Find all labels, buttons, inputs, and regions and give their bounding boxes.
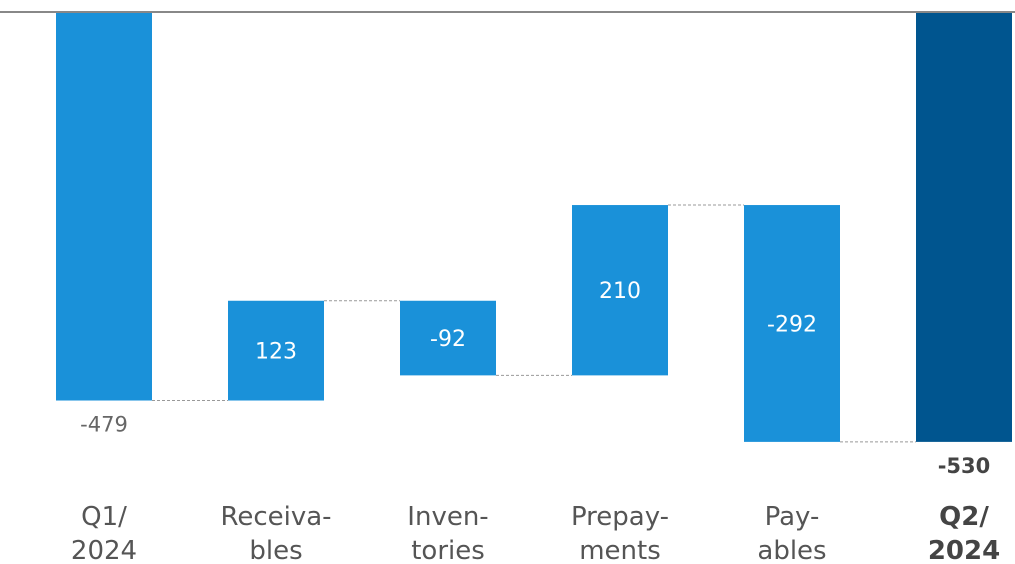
value-label: -479 [80,413,128,437]
x-tick-label-line: ments [579,536,661,564]
x-tick-label-line: tories [411,536,485,564]
bar [56,12,152,401]
x-tick-label-line: Pay- [765,502,820,532]
x-tick-label: Pay-ables [757,502,826,564]
bar [572,205,668,376]
x-tick-label-line: Q2/ [939,502,989,532]
x-tick-label-line: Inven- [407,502,488,532]
x-tick-label-line: Prepay- [571,502,669,532]
value-label: 123 [255,340,297,365]
bar [916,12,1012,442]
value-label: -292 [767,312,817,337]
x-tick-label-line: bles [249,536,302,564]
value-label: -530 [938,454,991,478]
bar [400,300,496,376]
bar [228,300,324,401]
value-label: -92 [430,327,466,352]
x-tick-label: Q2/2024 [928,502,1000,564]
x-tick-label: Receiva-bles [220,502,331,564]
x-tick-label-line: 2024 [71,536,137,564]
x-tick-label-line: Q1/ [81,502,127,532]
x-tick-label: Inven-tories [407,502,488,564]
x-tick-label: Prepay-ments [571,502,669,564]
x-tick-label: Q1/2024 [71,502,137,564]
x-tick-label-line: 2024 [928,536,1000,564]
x-tick-label-line: Receiva- [220,502,331,532]
bar [744,205,840,442]
x-tick-label-line: ables [757,536,826,564]
value-label: 210 [599,279,641,304]
